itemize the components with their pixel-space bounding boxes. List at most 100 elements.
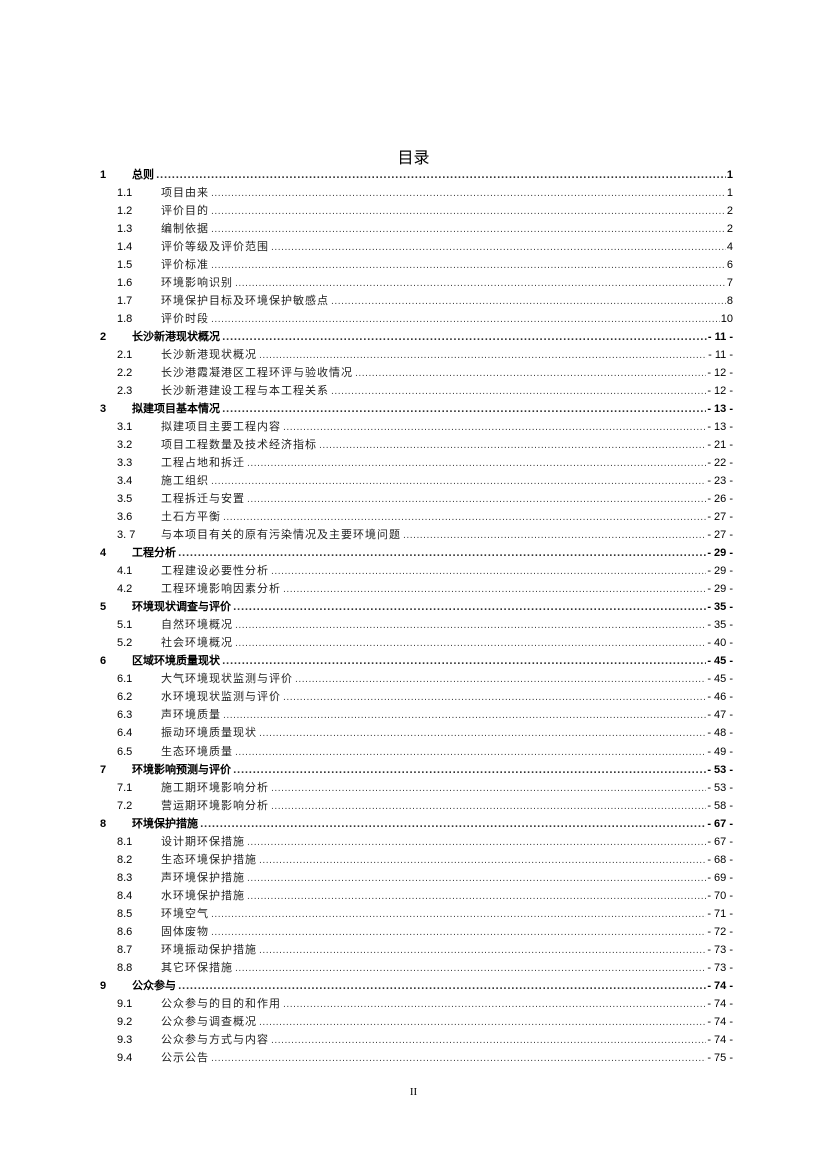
toc-section-entry[interactable]: 8.7 环境振动保护措施 - 73 - xyxy=(100,941,733,959)
dot-leader xyxy=(319,437,706,454)
entry-number: 8.5 xyxy=(117,907,133,920)
toc-section-entry[interactable]: 3.6 土石方平衡 - 27 - xyxy=(100,508,733,526)
toc-chapter-entry[interactable]: 4 工程分析 - 29 - xyxy=(100,544,733,562)
toc-chapter-entry[interactable]: 7 环境影响预测与评价 - 53 - xyxy=(100,761,733,779)
toc-section-entry[interactable]: 1.2 评价目的 2 xyxy=(100,202,733,220)
toc-section-entry[interactable]: 9.3 公众参与方式与内容 - 74 - xyxy=(100,1031,733,1049)
entry-number: 1.1 xyxy=(117,187,133,200)
toc-section-entry[interactable]: 5.1 自然环境概况 - 35 - xyxy=(100,616,733,634)
toc-section-entry[interactable]: 8.5 环境空气 - 71 - xyxy=(100,905,733,923)
toc-section-entry[interactable]: 1.1 项目由来 1 xyxy=(100,184,733,202)
entry-number: 1.3 xyxy=(117,223,133,236)
entry-page: 2 xyxy=(726,223,733,236)
dot-leader xyxy=(233,762,706,779)
entry-number: 3.6 xyxy=(117,511,133,524)
dot-leader xyxy=(331,293,726,310)
entry-page: - 26 - xyxy=(707,493,733,506)
entry-page: 10 xyxy=(720,313,733,326)
toc-section-entry[interactable]: 3.5 工程拆迁与安置 - 26 - xyxy=(100,490,733,508)
toc-title: 目录 xyxy=(397,148,430,167)
entry-number: 3. 7 xyxy=(117,529,136,542)
entry-title: 营运期环境影响分析 xyxy=(161,798,269,812)
dot-leader xyxy=(259,725,706,742)
toc-section-entry[interactable]: 1.8 评价时段 10 xyxy=(100,310,733,328)
toc-chapter-entry[interactable]: 6 区域环境质量现状 - 45 - xyxy=(100,652,733,670)
toc-section-entry[interactable]: 6.5 生态环境质量 - 49 - xyxy=(100,743,733,761)
entry-title: 环境保护目标及环境保护敏感点 xyxy=(161,294,329,308)
toc-section-entry[interactable]: 2.3 长沙新港建设工程与本工程关系 - 12 - xyxy=(100,382,733,400)
toc-section-entry[interactable]: 6.2 水环境现状监测与评价 - 46 - xyxy=(100,688,733,706)
toc-chapter-entry[interactable]: 8 环境保护措施 - 67 - xyxy=(100,815,733,833)
entry-title: 公众参与调查概况 xyxy=(161,1014,257,1028)
entry-page: - 74 - xyxy=(707,1033,733,1046)
entry-number: 9.2 xyxy=(117,1015,133,1028)
dot-leader xyxy=(211,203,726,220)
toc-section-entry[interactable]: 7.2 营运期环境影响分析 - 58 - xyxy=(100,797,733,815)
toc-section-entry[interactable]: 1.4 评价等级及评价范围 4 xyxy=(100,238,733,256)
toc-section-entry[interactable]: 1.6 环境影响识别 7 xyxy=(100,274,733,292)
entry-number: 7.1 xyxy=(117,781,133,794)
toc-section-entry[interactable]: 4.1 工程建设必要性分析 - 29 - xyxy=(100,562,733,580)
toc-section-entry[interactable]: 8.2 生态环境保护措施 - 68 - xyxy=(100,851,733,869)
toc-section-entry[interactable]: 1.3 编制依据 2 xyxy=(100,220,733,238)
entry-page: 7 xyxy=(726,277,733,290)
toc-chapter-entry[interactable]: 3 拟建项目基本情况 - 13 - xyxy=(100,400,733,418)
toc-section-entry[interactable]: 9.1 公众参与的目的和作用 - 74 - xyxy=(100,995,733,1013)
entry-number: 6.4 xyxy=(117,727,133,740)
toc-section-entry[interactable]: 6.1 大气环境现状监测与评价 - 45 - xyxy=(100,670,733,688)
toc-section-entry[interactable]: 3. 7 与本项目有关的原有污染情况及主要环境问题 - 27 - xyxy=(100,526,733,544)
toc-section-entry[interactable]: 2.1 长沙新港现状概况 - 11 - xyxy=(100,346,733,364)
toc-section-entry[interactable]: 8.4 水环境保护措施 - 70 - xyxy=(100,887,733,905)
toc-chapter-entry[interactable]: 2 长沙新港现状概况 - 11 - xyxy=(100,328,733,346)
entry-title: 公众参与 xyxy=(132,978,176,992)
dot-leader xyxy=(223,509,706,526)
entry-page: - 27 - xyxy=(707,511,733,524)
entry-number: 1.4 xyxy=(117,241,133,254)
toc-section-entry[interactable]: 8.8 其它环保措施 - 73 - xyxy=(100,959,733,977)
dot-leader xyxy=(283,996,706,1013)
entry-title: 其它环保措施 xyxy=(161,960,233,974)
entry-number: 7 xyxy=(100,763,107,776)
toc-section-entry[interactable]: 6.4 振动环境质量现状 - 48 - xyxy=(100,724,733,742)
dot-leader xyxy=(259,852,706,869)
entry-number: 8.4 xyxy=(117,889,133,902)
toc-section-entry[interactable]: 9.4 公示公告 - 75 - xyxy=(100,1049,733,1067)
dot-leader xyxy=(247,888,706,905)
toc-chapter-entry[interactable]: 1 总则 1 xyxy=(100,166,733,184)
dot-leader xyxy=(235,617,706,634)
entry-page: - 67 - xyxy=(707,835,733,848)
toc-section-entry[interactable]: 3.3 工程占地和拆迁 - 22 - xyxy=(100,454,733,472)
toc-section-entry[interactable]: 2.2 长沙港霞凝港区工程环评与验收情况 - 12 - xyxy=(100,364,733,382)
toc-chapter-entry[interactable]: 9 公众参与 - 74 - xyxy=(100,977,733,995)
toc-section-entry[interactable]: 3.1 拟建项目主要工程内容 - 13 - xyxy=(100,418,733,436)
entry-page: - 35 - xyxy=(707,619,733,632)
entry-title: 环境影响预测与评价 xyxy=(132,762,231,776)
entry-number: 1.5 xyxy=(117,259,133,272)
dot-leader xyxy=(355,365,706,382)
toc-section-entry[interactable]: 8.1 设计期环保措施 - 67 - xyxy=(100,833,733,851)
toc-section-entry[interactable]: 8.3 声环境保护措施 - 69 - xyxy=(100,869,733,887)
toc-section-entry[interactable]: 3.2 项目工程数量及技术经济指标 - 21 - xyxy=(100,436,733,454)
entry-title: 长沙港霞凝港区工程环评与验收情况 xyxy=(161,366,353,380)
toc-section-entry[interactable]: 4.2 工程环境影响因素分析 - 29 - xyxy=(100,580,733,598)
dot-leader xyxy=(156,167,726,184)
toc-section-entry[interactable]: 7.1 施工期环境影响分析 - 53 - xyxy=(100,779,733,797)
toc-section-entry[interactable]: 1.5 评价标准 6 xyxy=(100,256,733,274)
entry-number: 7.2 xyxy=(117,799,133,812)
toc-chapter-entry[interactable]: 5 环境现状调查与评价 - 35 - xyxy=(100,598,733,616)
entry-page: 4 xyxy=(726,241,733,254)
dot-leader xyxy=(235,275,726,292)
dot-leader xyxy=(247,870,706,887)
toc-section-entry[interactable]: 1.7 环境保护目标及环境保护敏感点 8 xyxy=(100,292,733,310)
entry-number: 1 xyxy=(100,169,107,181)
toc-section-entry[interactable]: 9.2 公众参与调查概况 - 74 - xyxy=(100,1013,733,1031)
toc-section-entry[interactable]: 8.6 固体废物 - 72 - xyxy=(100,923,733,941)
toc-section-entry[interactable]: 3.4 施工组织 - 23 - xyxy=(100,472,733,490)
entry-title: 评价标准 xyxy=(161,258,209,272)
toc-section-entry[interactable]: 6.3 声环境质量 - 47 - xyxy=(100,706,733,724)
toc-section-entry[interactable]: 5.2 社会环境概况 - 40 - xyxy=(100,634,733,652)
dot-leader xyxy=(178,978,706,995)
entry-page: - 73 - xyxy=(707,943,733,956)
entry-number: 8.1 xyxy=(117,835,133,848)
dot-leader xyxy=(283,689,706,706)
